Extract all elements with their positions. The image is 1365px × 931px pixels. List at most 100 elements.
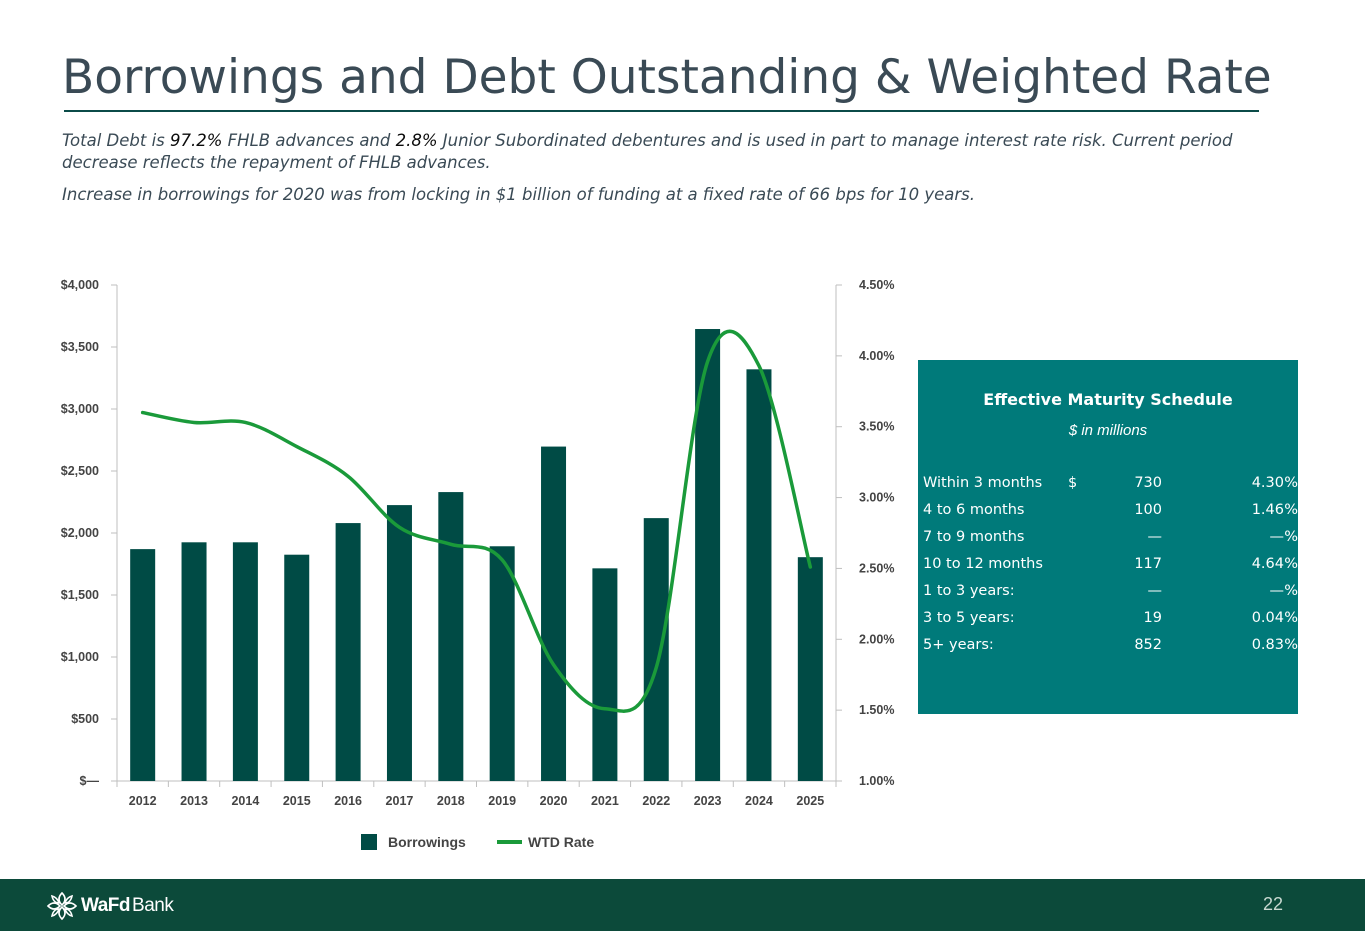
- right-axis-tick-label: 4.00%: [859, 349, 894, 363]
- maturity-row: 5+ years: 852 0.83%: [923, 632, 1298, 659]
- maturity-row-percent: %: [1284, 502, 1298, 518]
- borrowings-bar: [746, 369, 772, 781]
- right-axis-tick-label: 3.50%: [859, 420, 894, 434]
- x-axis-tick-label: 2021: [591, 794, 619, 808]
- maturity-row-rate: —: [1269, 583, 1285, 599]
- x-axis-tick-label: 2014: [231, 794, 259, 808]
- maturity-row-label: 7 to 9 months: [923, 529, 1025, 545]
- fhlb-share: 97.2%: [170, 131, 223, 150]
- x-axis-tick-label: 2024: [745, 794, 773, 808]
- footer-bar: WaFd Bank 22: [0, 879, 1365, 931]
- borrowings-bar: [284, 554, 310, 781]
- left-axis-tick-label: $1,000: [61, 650, 99, 664]
- x-axis-tick-label: 2025: [796, 794, 824, 808]
- maturity-row-percent: %: [1284, 610, 1298, 626]
- maturity-row: 1 to 3 years: — —%: [923, 578, 1298, 605]
- maturity-row-rate: 0.83: [1251, 637, 1284, 653]
- title-underline: [64, 110, 1259, 112]
- borrowings-bar: [541, 446, 567, 781]
- maturity-row-label: 10 to 12 months: [923, 556, 1043, 572]
- left-axis-tick-label: $3,000: [61, 402, 99, 416]
- maturity-row-rate: 4.64: [1251, 556, 1284, 572]
- borrowings-bar: [797, 557, 823, 781]
- maturity-row-percent: %: [1284, 529, 1298, 545]
- borrowings-bar: [232, 542, 258, 781]
- legend-label-borrowings: Borrowings: [388, 834, 466, 850]
- x-axis-tick-label: 2017: [386, 794, 414, 808]
- legend-label-wtd-rate: WTD Rate: [528, 834, 594, 850]
- borrowings-bar: [489, 546, 515, 781]
- borrowings-bar: [181, 542, 207, 781]
- x-axis-tick-label: 2016: [334, 794, 362, 808]
- maturity-row-percent: %: [1284, 475, 1298, 491]
- left-axis-tick-label: $2,000: [61, 526, 99, 540]
- maturity-row-amount: 100: [1134, 502, 1162, 518]
- maturity-subtitle: $ in millions: [1068, 422, 1148, 439]
- right-axis-tick-label: 2.00%: [859, 632, 894, 646]
- legend-swatch-borrowings: [361, 834, 377, 850]
- maturity-row-currency: $: [1068, 475, 1078, 491]
- maturity-row-rate: 4.30: [1251, 475, 1284, 491]
- maturity-title: Effective Maturity Schedule: [983, 390, 1233, 409]
- subtitle-text-b: FHLB advances and: [222, 131, 396, 150]
- x-axis-tick-label: 2015: [283, 794, 311, 808]
- maturity-row-amount: 730: [1134, 475, 1162, 491]
- maturity-row-rate: 0.04: [1251, 610, 1284, 626]
- x-axis-tick-label: 2019: [488, 794, 516, 808]
- maturity-row: 10 to 12 months 117 4.64%: [923, 551, 1298, 578]
- right-axis-tick-label: 4.50%: [859, 278, 894, 292]
- wafd-leaf-icon: [46, 891, 78, 921]
- maturity-row-rate: 1.46: [1251, 502, 1284, 518]
- maturity-row-label: 3 to 5 years:: [923, 610, 1015, 626]
- left-axis-tick-label: $2,500: [61, 464, 99, 478]
- left-axis-tick-label: $500: [71, 712, 99, 726]
- slide-subtitle: Total Debt is 97.2% FHLB advances and 2.…: [62, 130, 1292, 216]
- x-axis-tick-label: 2020: [540, 794, 568, 808]
- wtd-rate-line: [140, 329, 813, 713]
- left-axis-tick-label: $—: [80, 774, 100, 788]
- page-number: 22: [1262, 894, 1283, 914]
- logo-wordmark-wafd: WaFd: [81, 895, 131, 916]
- subtitle-text-c: Junior Subordinated debentures and is us…: [62, 131, 1233, 172]
- x-axis-tick-label: 2018: [437, 794, 465, 808]
- borrowings-bar: [335, 523, 361, 781]
- subtitle-paragraph-2: Increase in borrowings for 2020 was from…: [62, 185, 975, 204]
- maturity-row-label: 1 to 3 years:: [923, 583, 1015, 599]
- maturity-row-percent: %: [1284, 556, 1298, 572]
- right-axis-tick-label: 2.50%: [859, 561, 894, 575]
- right-axis-tick-label: 1.50%: [859, 703, 894, 717]
- maturity-row-label: 4 to 6 months: [923, 502, 1025, 518]
- logo-wordmark-bank: Bank: [132, 895, 174, 916]
- maturity-row-label: 5+ years:: [923, 637, 994, 653]
- right-axis-tick-label: 1.00%: [859, 774, 894, 788]
- maturity-row-rate: —: [1269, 529, 1285, 545]
- borrowings-bar: [592, 568, 618, 781]
- maturity-row-amount: 117: [1134, 556, 1162, 572]
- slide-title: Borrowings and Debt Outstanding & Weight…: [62, 50, 1272, 105]
- maturity-row: 4 to 6 months 100 1.46%: [923, 497, 1298, 524]
- maturity-row-percent: %: [1284, 637, 1298, 653]
- wafd-logo: WaFd Bank: [46, 891, 174, 921]
- borrowings-rate-chart: $— $500 $1,000 $1,500 $2,000 $2,500 $3,000 $3,5…: [61, 278, 894, 850]
- maturity-row-percent: %: [1284, 583, 1298, 599]
- maturity-row-label: Within 3 months: [923, 475, 1043, 491]
- borrowings-bar: [643, 518, 669, 781]
- maturity-row: 7 to 9 months — —%: [923, 524, 1298, 551]
- borrowings-bar: [438, 492, 464, 781]
- maturity-row: Within 3 months $730 4.30%: [923, 470, 1298, 497]
- maturity-row-amount: —: [1147, 529, 1163, 545]
- maturity-row: 3 to 5 years: 19 0.04%: [923, 605, 1298, 632]
- x-axis-tick-label: 2013: [180, 794, 208, 808]
- maturity-row-amount: —: [1147, 583, 1163, 599]
- left-axis-tick-label: $3,500: [61, 340, 99, 354]
- x-axis-tick-label: 2012: [129, 794, 157, 808]
- left-axis-tick-label: $1,500: [61, 588, 99, 602]
- x-axis-tick-label: 2022: [642, 794, 670, 808]
- x-axis-tick-label: 2023: [694, 794, 722, 808]
- subtitle-text-a: Total Debt is: [62, 131, 171, 150]
- right-axis-tick-label: 3.00%: [859, 491, 894, 505]
- borrowings-bar: [386, 505, 412, 781]
- subtitle-paragraph-1: Total Debt is 97.2% FHLB advances and 2.…: [62, 130, 1292, 174]
- borrowings-bar: [130, 549, 156, 781]
- maturity-row-amount: 852: [1134, 637, 1162, 653]
